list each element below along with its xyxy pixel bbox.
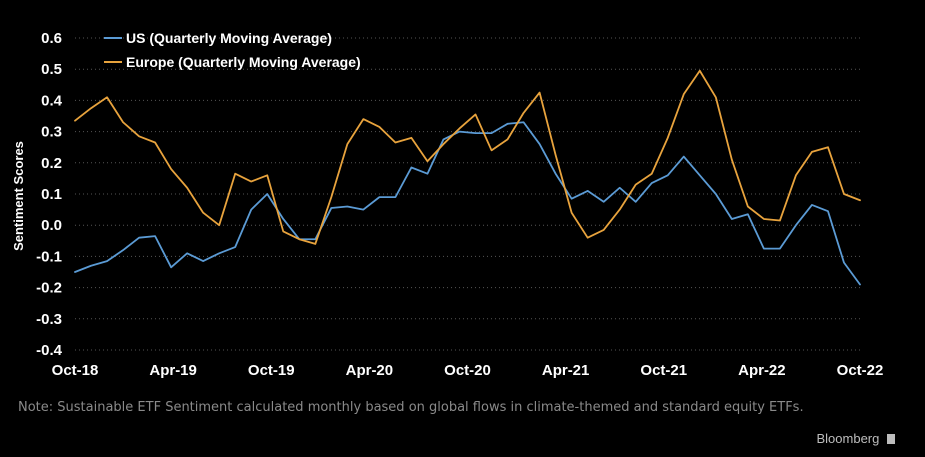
grid-lines (75, 37, 860, 351)
x-tick-label: Apr-21 (542, 362, 590, 379)
x-tick-label: Apr-20 (346, 362, 394, 379)
series-line-europe (74, 69, 861, 245)
y-axis-label: Sentiment Scores (11, 141, 26, 251)
bloomberg-mark-icon (887, 434, 895, 444)
x-tick-label: Oct-22 (837, 362, 884, 379)
x-tick-label: Oct-19 (248, 362, 295, 379)
legend-label: US (Quarterly Moving Average) (126, 30, 332, 46)
brand-name: Bloomberg (816, 431, 880, 446)
y-tick-label: -0.4 (36, 342, 63, 359)
y-axis-ticks: -0.4 -0.3 -0.2 -0.1 0.0 0.1 0.2 0.3 0.4 0.5 0.6 (36, 30, 63, 359)
y-tick-label: 0.5 (41, 61, 62, 78)
x-tick-label: Apr-19 (149, 362, 197, 379)
footnote: Note: Sustainable ETF Sentiment calculat… (18, 400, 804, 415)
y-tick-label: 0.3 (41, 124, 62, 141)
bloomberg-logo: Bloomberg (816, 431, 895, 446)
x-tick-label: Oct-21 (640, 362, 687, 379)
y-tick-label: -0.3 (36, 311, 62, 328)
x-axis-ticks: Oct-18 Apr-19 Oct-19 Apr-20 Oct-20 Apr-21 Oct-… (52, 362, 884, 379)
y-tick-label: -0.1 (36, 248, 62, 265)
y-tick-label: 0.1 (41, 186, 62, 203)
y-tick-label: -0.2 (36, 280, 62, 297)
series-line-us (74, 121, 861, 286)
y-tick-label: 0.2 (41, 155, 62, 172)
x-tick-label: Apr-22 (738, 362, 786, 379)
x-tick-label: Oct-18 (52, 362, 99, 379)
y-tick-label: 0.4 (41, 92, 63, 109)
y-tick-label: 0.0 (41, 217, 62, 234)
series-lines (74, 69, 861, 286)
legend-label: Europe (Quarterly Moving Average) (126, 54, 361, 70)
legend: US (Quarterly Moving Average) Europe (Qua… (104, 30, 361, 70)
x-tick-label: Oct-20 (444, 362, 491, 379)
y-tick-label: 0.6 (41, 30, 62, 47)
